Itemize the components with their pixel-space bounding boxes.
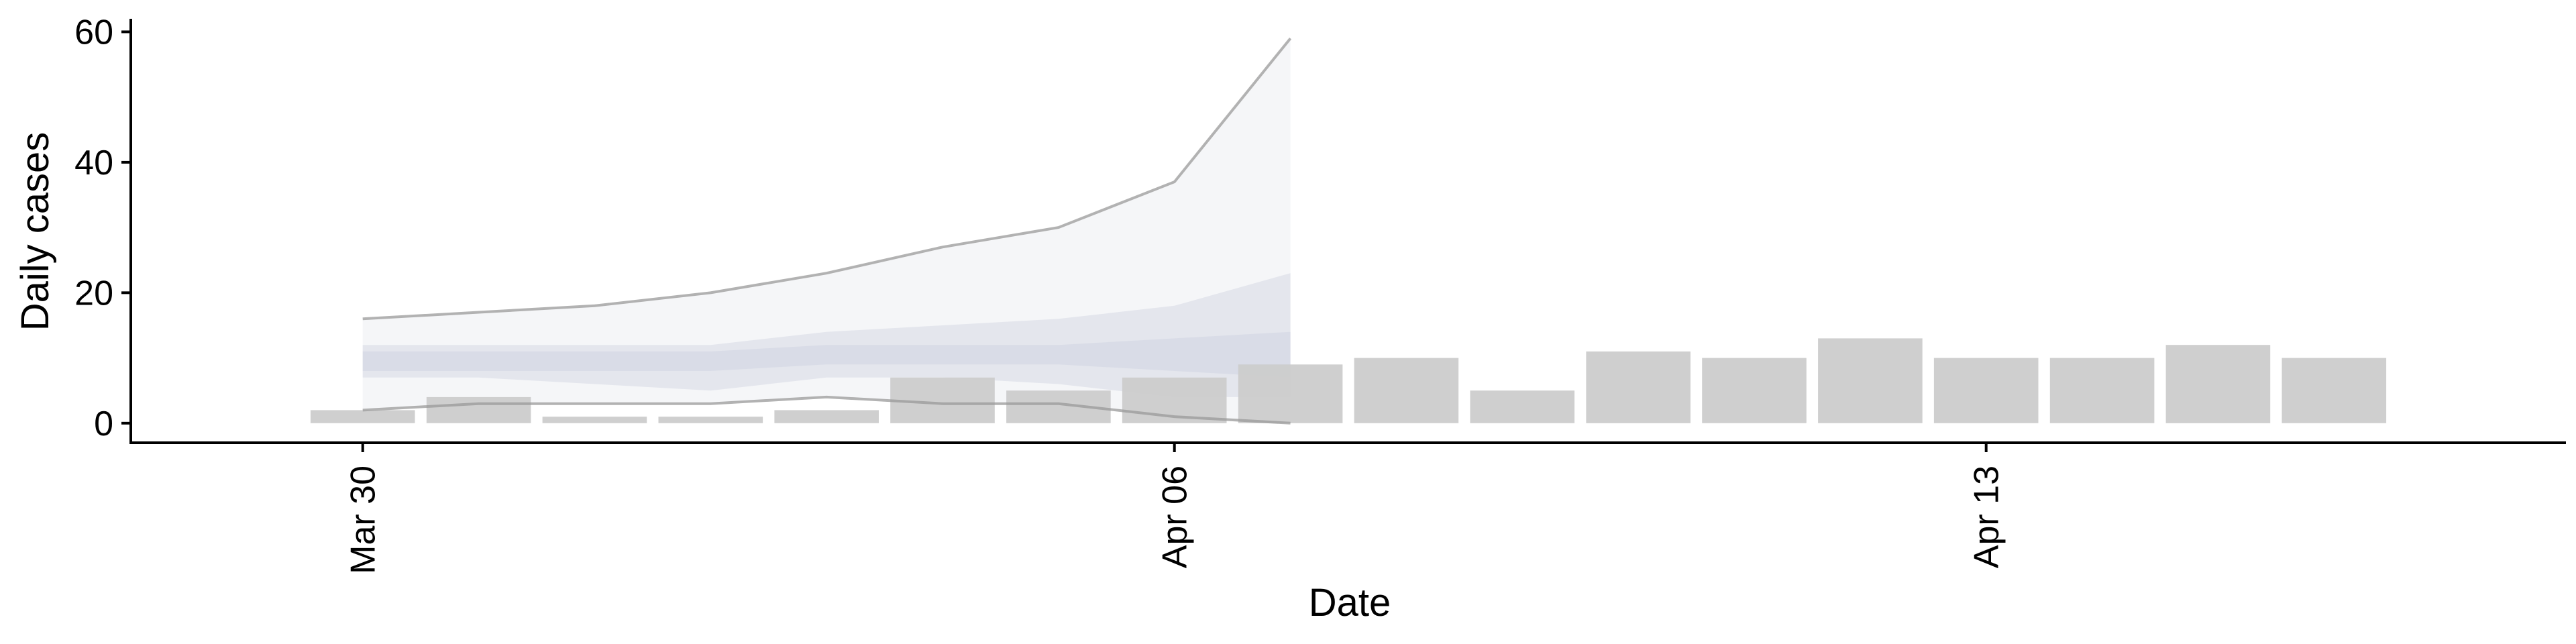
y-tick-label-20: 20 <box>74 274 113 313</box>
y-ticks: 0 20 40 60 <box>74 13 131 443</box>
lower-bound-line <box>362 395 1291 425</box>
band-inner <box>362 331 1291 378</box>
bar-2020-03-31 <box>426 396 531 423</box>
bar-2020-04-16 <box>2282 358 2387 423</box>
y-tick-label-60: 60 <box>74 13 113 52</box>
estimate-bands <box>362 38 1291 423</box>
bar-2020-04-01 <box>542 417 647 423</box>
bar-2020-04-15 <box>2165 345 2271 423</box>
y-tick-label-40: 40 <box>74 144 113 182</box>
bound-lines <box>362 37 1292 425</box>
axes <box>129 19 2566 444</box>
x-ticks: Mar 30 Apr 06 Apr 13 <box>344 443 2006 574</box>
bar-2020-04-07 <box>1238 364 1343 423</box>
bar-2020-04-11 <box>1702 358 1807 423</box>
x-axis-title: Date <box>1309 581 1391 625</box>
y-tick-label-0: 0 <box>94 405 113 443</box>
bar-2020-04-14 <box>2049 358 2155 423</box>
x-tick-label-apr-06: Apr 06 <box>1156 466 1195 568</box>
bar-2020-04-12 <box>1818 338 1923 423</box>
bar-2020-04-10 <box>1586 351 1690 423</box>
bar-2020-04-08 <box>1354 358 1459 423</box>
y-axis-title: Daily cases <box>13 132 57 331</box>
bar-2020-04-09 <box>1470 390 1575 423</box>
upper-bound-line <box>362 37 1292 321</box>
bar-2020-04-13 <box>1933 358 2039 423</box>
bar-2020-04-03 <box>774 410 879 423</box>
x-tick-label-mar-30: Mar 30 <box>344 466 383 574</box>
x-tick-label-apr-13: Apr 13 <box>1968 466 2006 568</box>
bar-2020-03-30 <box>310 410 415 423</box>
bars-layer <box>310 338 2387 423</box>
bar-2020-04-02 <box>658 417 763 423</box>
